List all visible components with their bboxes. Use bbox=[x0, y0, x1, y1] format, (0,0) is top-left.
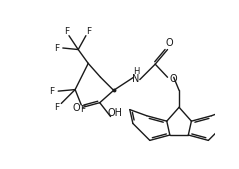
Text: F: F bbox=[80, 105, 85, 114]
Text: OH: OH bbox=[108, 108, 123, 118]
Text: F: F bbox=[87, 27, 92, 36]
Text: F: F bbox=[54, 43, 59, 53]
Text: O: O bbox=[165, 38, 173, 48]
Text: F: F bbox=[64, 27, 69, 36]
Text: N: N bbox=[132, 74, 140, 84]
Text: F: F bbox=[54, 103, 59, 112]
Text: F: F bbox=[49, 87, 54, 96]
Text: O: O bbox=[170, 74, 178, 84]
Text: H: H bbox=[133, 67, 139, 76]
Text: O: O bbox=[73, 103, 81, 113]
